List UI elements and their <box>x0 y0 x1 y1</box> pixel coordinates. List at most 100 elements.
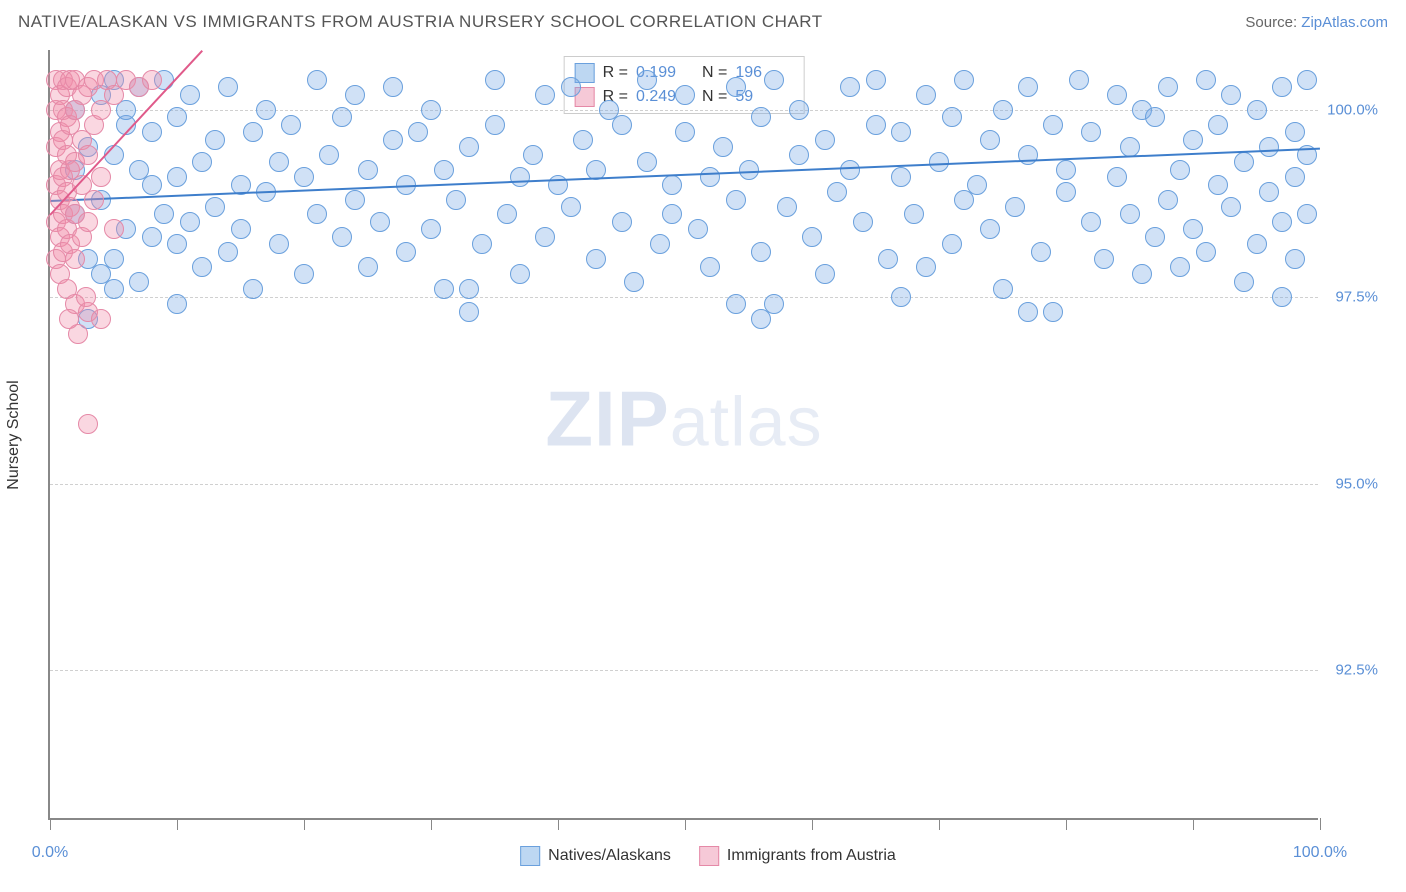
plot-area: ZIPatlas R =0.199N =196R =0.249N =59 92.… <box>48 50 1318 820</box>
scatter-point <box>878 249 898 269</box>
plot-container: Nursery School ZIPatlas R =0.199N =196R … <box>48 50 1368 820</box>
scatter-point <box>510 264 530 284</box>
scatter-point <box>154 204 174 224</box>
scatter-point <box>1183 219 1203 239</box>
scatter-point <box>243 279 263 299</box>
scatter-point <box>421 219 441 239</box>
scatter-point <box>1272 212 1292 232</box>
gridline-horizontal <box>50 670 1318 671</box>
scatter-point <box>192 152 212 172</box>
scatter-point <box>510 167 530 187</box>
source-link[interactable]: ZipAtlas.com <box>1301 14 1388 31</box>
scatter-point <box>637 70 657 90</box>
scatter-point <box>1247 100 1267 120</box>
scatter-point <box>205 197 225 217</box>
scatter-point <box>1031 242 1051 262</box>
scatter-point <box>167 167 187 187</box>
scatter-point <box>78 145 98 165</box>
scatter-point <box>485 115 505 135</box>
scatter-point <box>91 309 111 329</box>
gridline-horizontal <box>50 484 1318 485</box>
scatter-point <box>1132 264 1152 284</box>
x-tick-label: 0.0% <box>32 844 68 862</box>
scatter-point <box>383 130 403 150</box>
scatter-point <box>942 107 962 127</box>
scatter-point <box>764 70 784 90</box>
watermark: ZIPatlas <box>545 373 822 464</box>
scatter-point <box>1285 122 1305 142</box>
legend-item: Natives/Alaskans <box>520 846 671 866</box>
scatter-point <box>916 85 936 105</box>
scatter-point <box>281 115 301 135</box>
scatter-point <box>662 175 682 195</box>
scatter-point <box>1234 272 1254 292</box>
legend-swatch <box>520 846 540 866</box>
scatter-point <box>231 219 251 239</box>
scatter-point <box>434 160 454 180</box>
scatter-point <box>1196 242 1216 262</box>
scatter-point <box>142 175 162 195</box>
scatter-point <box>358 257 378 277</box>
scatter-point <box>269 152 289 172</box>
scatter-point <box>726 77 746 97</box>
scatter-point <box>1107 85 1127 105</box>
scatter-point <box>294 264 314 284</box>
scatter-point <box>142 122 162 142</box>
scatter-point <box>993 100 1013 120</box>
scatter-point <box>218 242 238 262</box>
scatter-point <box>523 145 543 165</box>
x-tick <box>431 818 432 830</box>
scatter-point <box>650 234 670 254</box>
legend-label: Immigrants from Austria <box>727 847 896 865</box>
scatter-point <box>980 130 1000 150</box>
scatter-point <box>751 242 771 262</box>
scatter-point <box>1145 227 1165 247</box>
scatter-point <box>1069 70 1089 90</box>
scatter-point <box>167 294 187 314</box>
x-tick-label: 100.0% <box>1293 844 1347 862</box>
scatter-point <box>1297 70 1317 90</box>
x-tick <box>1320 818 1321 830</box>
scatter-point <box>535 227 555 247</box>
legend-label: Natives/Alaskans <box>548 847 671 865</box>
x-tick <box>558 818 559 830</box>
scatter-point <box>700 167 720 187</box>
scatter-point <box>78 212 98 232</box>
scatter-point <box>319 145 339 165</box>
scatter-point <box>853 212 873 232</box>
scatter-point <box>1120 137 1140 157</box>
scatter-point <box>205 130 225 150</box>
scatter-point <box>167 234 187 254</box>
scatter-point <box>726 190 746 210</box>
scatter-point <box>408 122 428 142</box>
x-tick <box>1066 818 1067 830</box>
scatter-point <box>1272 77 1292 97</box>
x-tick <box>50 818 51 830</box>
stats-n-label: N = <box>702 64 727 82</box>
scatter-point <box>993 279 1013 299</box>
scatter-point <box>1081 212 1101 232</box>
scatter-point <box>485 70 505 90</box>
scatter-point <box>1158 190 1178 210</box>
scatter-point <box>1107 167 1127 187</box>
scatter-point <box>396 242 416 262</box>
scatter-point <box>1196 70 1216 90</box>
scatter-point <box>675 85 695 105</box>
scatter-point <box>789 100 809 120</box>
scatter-point <box>1145 107 1165 127</box>
scatter-point <box>1043 115 1063 135</box>
scatter-point <box>1285 167 1305 187</box>
scatter-point <box>142 70 162 90</box>
scatter-point <box>358 160 378 180</box>
scatter-point <box>789 145 809 165</box>
scatter-point <box>891 287 911 307</box>
scatter-point <box>1208 175 1228 195</box>
x-tick <box>304 818 305 830</box>
scatter-point <box>345 85 365 105</box>
x-tick <box>812 818 813 830</box>
scatter-point <box>891 122 911 142</box>
scatter-point <box>573 130 593 150</box>
scatter-point <box>637 152 657 172</box>
scatter-point <box>65 249 85 269</box>
scatter-point <box>307 204 327 224</box>
